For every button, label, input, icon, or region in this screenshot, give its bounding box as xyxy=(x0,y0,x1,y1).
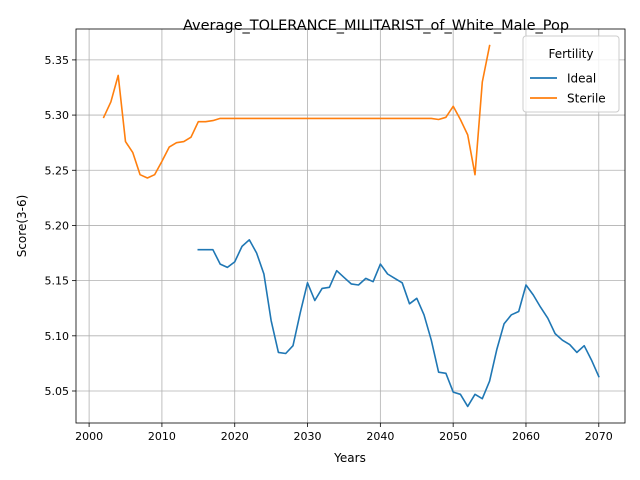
series-line-ideal xyxy=(197,239,600,408)
x-axis-label: Years xyxy=(333,451,366,465)
y-axis-label: Score(3-6) xyxy=(15,195,29,258)
x-tick-label: 2060 xyxy=(512,430,540,443)
x-tick-label: 2070 xyxy=(585,430,613,443)
legend-label-sterile: Sterile xyxy=(567,92,606,106)
y-axis: 5.05 5.10 5.15 5.20 5.25 5.30 5.35 xyxy=(45,54,76,398)
legend-title: Fertility xyxy=(548,47,593,61)
x-tick-label: 2000 xyxy=(75,430,103,443)
y-tick-label: 5.25 xyxy=(45,164,70,177)
y-tick-label: 5.15 xyxy=(45,275,70,288)
legend-box xyxy=(522,35,620,113)
chart-title: Average_TOLERANCE_MILITARIST_of_White_Ma… xyxy=(183,18,569,34)
y-tick-label: 5.30 xyxy=(45,109,70,122)
x-tick-label: 2020 xyxy=(221,430,249,443)
x-tick-label: 2030 xyxy=(294,430,322,443)
legend-label-ideal: Ideal xyxy=(567,72,596,86)
legend: Fertility Ideal Sterile xyxy=(522,35,620,113)
series-layer xyxy=(102,44,600,408)
plot-frame xyxy=(75,28,626,424)
x-tick-label: 2010 xyxy=(148,430,176,443)
y-tick-label: 5.20 xyxy=(45,219,70,232)
y-tick-label: 5.10 xyxy=(45,330,70,343)
x-tick-label: 2050 xyxy=(439,430,467,443)
x-axis: 2000 2010 2020 2030 2040 2050 2060 2070 xyxy=(75,423,613,443)
y-tick-label: 5.05 xyxy=(45,385,70,398)
y-tick-label: 5.35 xyxy=(45,54,70,67)
x-tick-label: 2040 xyxy=(366,430,394,443)
series-line-sterile xyxy=(102,44,491,179)
